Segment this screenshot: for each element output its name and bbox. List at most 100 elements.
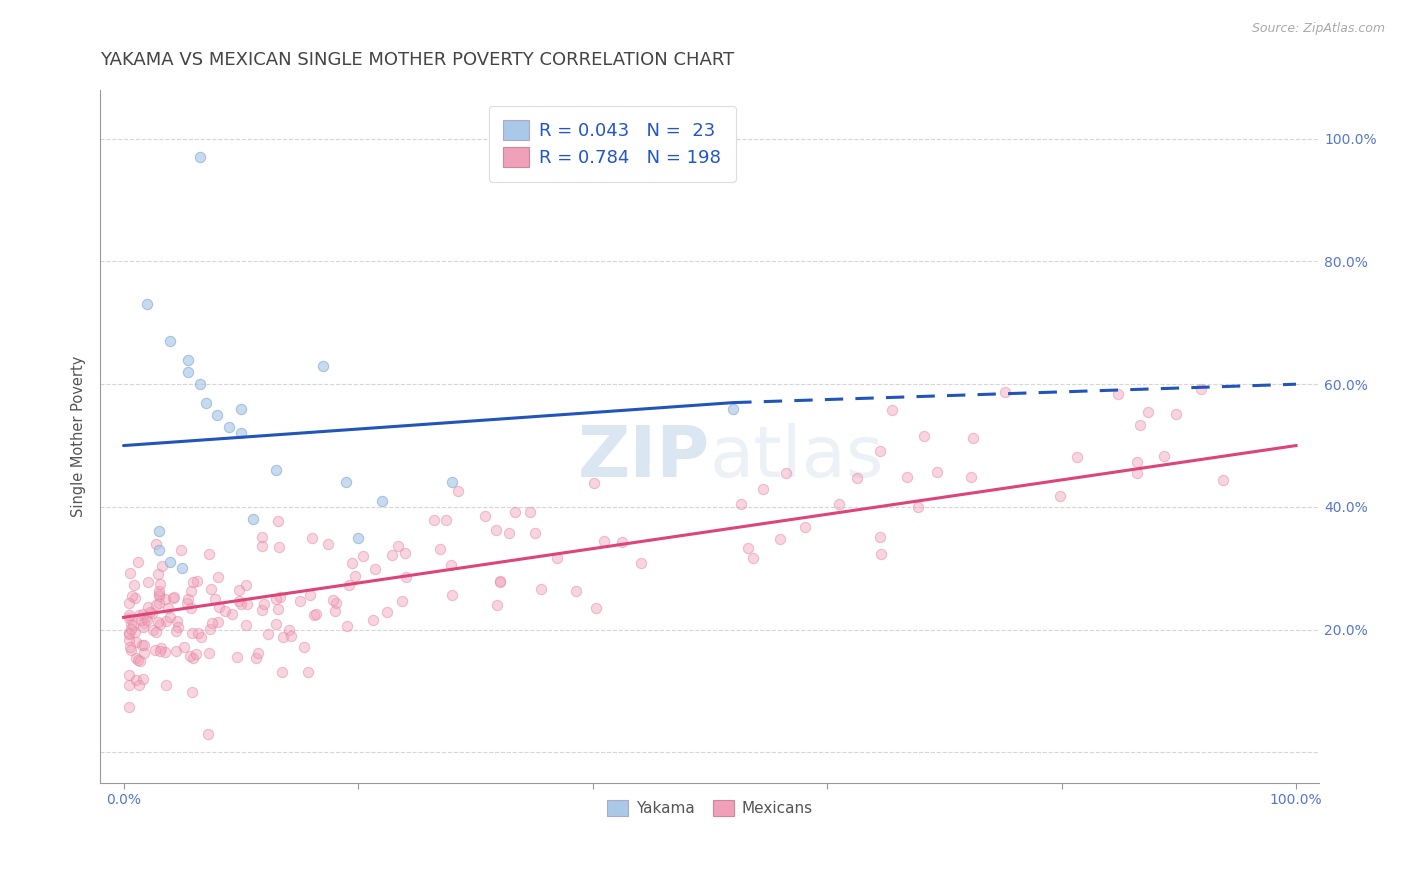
- Point: [118, 566, 141, 581]
- Point: [132, 620, 155, 634]
- Point: [176, 591, 198, 606]
- Point: [959, 469, 981, 483]
- Point: [120, 623, 142, 637]
- Point: [149, 577, 172, 591]
- Point: [474, 509, 496, 524]
- Point: [186, 574, 208, 588]
- Point: [173, 640, 195, 654]
- Point: [155, 645, 177, 659]
- Point: [323, 604, 346, 618]
- Point: [148, 596, 170, 610]
- Point: [159, 334, 181, 349]
- Legend: Yakama, Mexicans: Yakama, Mexicans: [599, 793, 821, 824]
- Point: [264, 463, 287, 477]
- Point: [177, 352, 200, 367]
- Point: [395, 570, 418, 584]
- Point: [229, 426, 252, 441]
- Point: [441, 588, 464, 602]
- Point: [125, 673, 148, 687]
- Point: [221, 607, 243, 621]
- Point: [267, 602, 290, 616]
- Point: [347, 531, 370, 545]
- Point: [180, 584, 202, 599]
- Point: [135, 610, 157, 624]
- Point: [305, 607, 328, 621]
- Point: [165, 624, 187, 638]
- Point: [118, 596, 141, 610]
- Point: [129, 654, 152, 668]
- Point: [229, 401, 252, 416]
- Point: [271, 665, 294, 680]
- Point: [128, 607, 150, 622]
- Point: [1129, 418, 1152, 433]
- Point: [228, 582, 250, 597]
- Point: [256, 626, 278, 640]
- Point: [1137, 404, 1160, 418]
- Point: [172, 561, 194, 575]
- Point: [118, 667, 141, 681]
- Point: [162, 591, 184, 606]
- Point: [132, 638, 155, 652]
- Point: [136, 613, 159, 627]
- Point: [156, 601, 179, 615]
- Point: [391, 593, 413, 607]
- Point: [737, 541, 759, 556]
- Point: [484, 523, 506, 537]
- Point: [1153, 450, 1175, 464]
- Point: [381, 548, 404, 562]
- Point: [434, 513, 457, 527]
- Y-axis label: Single Mother Poverty: Single Mother Poverty: [72, 356, 86, 517]
- Point: [146, 615, 169, 629]
- Point: [429, 541, 451, 556]
- Point: [180, 601, 202, 615]
- Point: [343, 569, 366, 583]
- Point: [585, 600, 607, 615]
- Point: [447, 484, 470, 499]
- Point: [134, 615, 156, 630]
- Point: [136, 574, 159, 589]
- Point: [245, 651, 267, 665]
- Point: [1126, 466, 1149, 480]
- Point: [124, 651, 146, 665]
- Point: [593, 534, 616, 549]
- Point: [269, 591, 291, 605]
- Point: [524, 525, 547, 540]
- Point: [962, 431, 984, 445]
- Point: [181, 626, 204, 640]
- Point: [198, 646, 221, 660]
- Point: [176, 596, 198, 610]
- Point: [250, 530, 273, 544]
- Point: [208, 600, 231, 615]
- Point: [242, 512, 264, 526]
- Point: [630, 556, 652, 570]
- Point: [387, 539, 409, 553]
- Point: [118, 608, 141, 623]
- Point: [181, 685, 204, 699]
- Point: [546, 551, 568, 566]
- Point: [361, 613, 384, 627]
- Point: [149, 644, 172, 658]
- Point: [301, 531, 323, 545]
- Point: [1164, 407, 1187, 421]
- Point: [177, 365, 200, 379]
- Point: [299, 588, 322, 602]
- Point: [828, 497, 851, 511]
- Point: [155, 678, 177, 692]
- Point: [118, 678, 141, 692]
- Point: [186, 648, 208, 662]
- Point: [869, 547, 891, 561]
- Point: [488, 574, 510, 589]
- Point: [149, 616, 172, 631]
- Point: [159, 555, 181, 569]
- Point: [322, 593, 344, 607]
- Point: [252, 539, 274, 553]
- Point: [226, 650, 249, 665]
- Text: Source: ZipAtlas.com: Source: ZipAtlas.com: [1251, 22, 1385, 36]
- Point: [150, 559, 173, 574]
- Point: [145, 537, 167, 551]
- Point: [118, 632, 141, 647]
- Point: [1049, 489, 1071, 503]
- Point: [204, 591, 226, 606]
- Point: [363, 562, 385, 576]
- Point: [136, 297, 159, 311]
